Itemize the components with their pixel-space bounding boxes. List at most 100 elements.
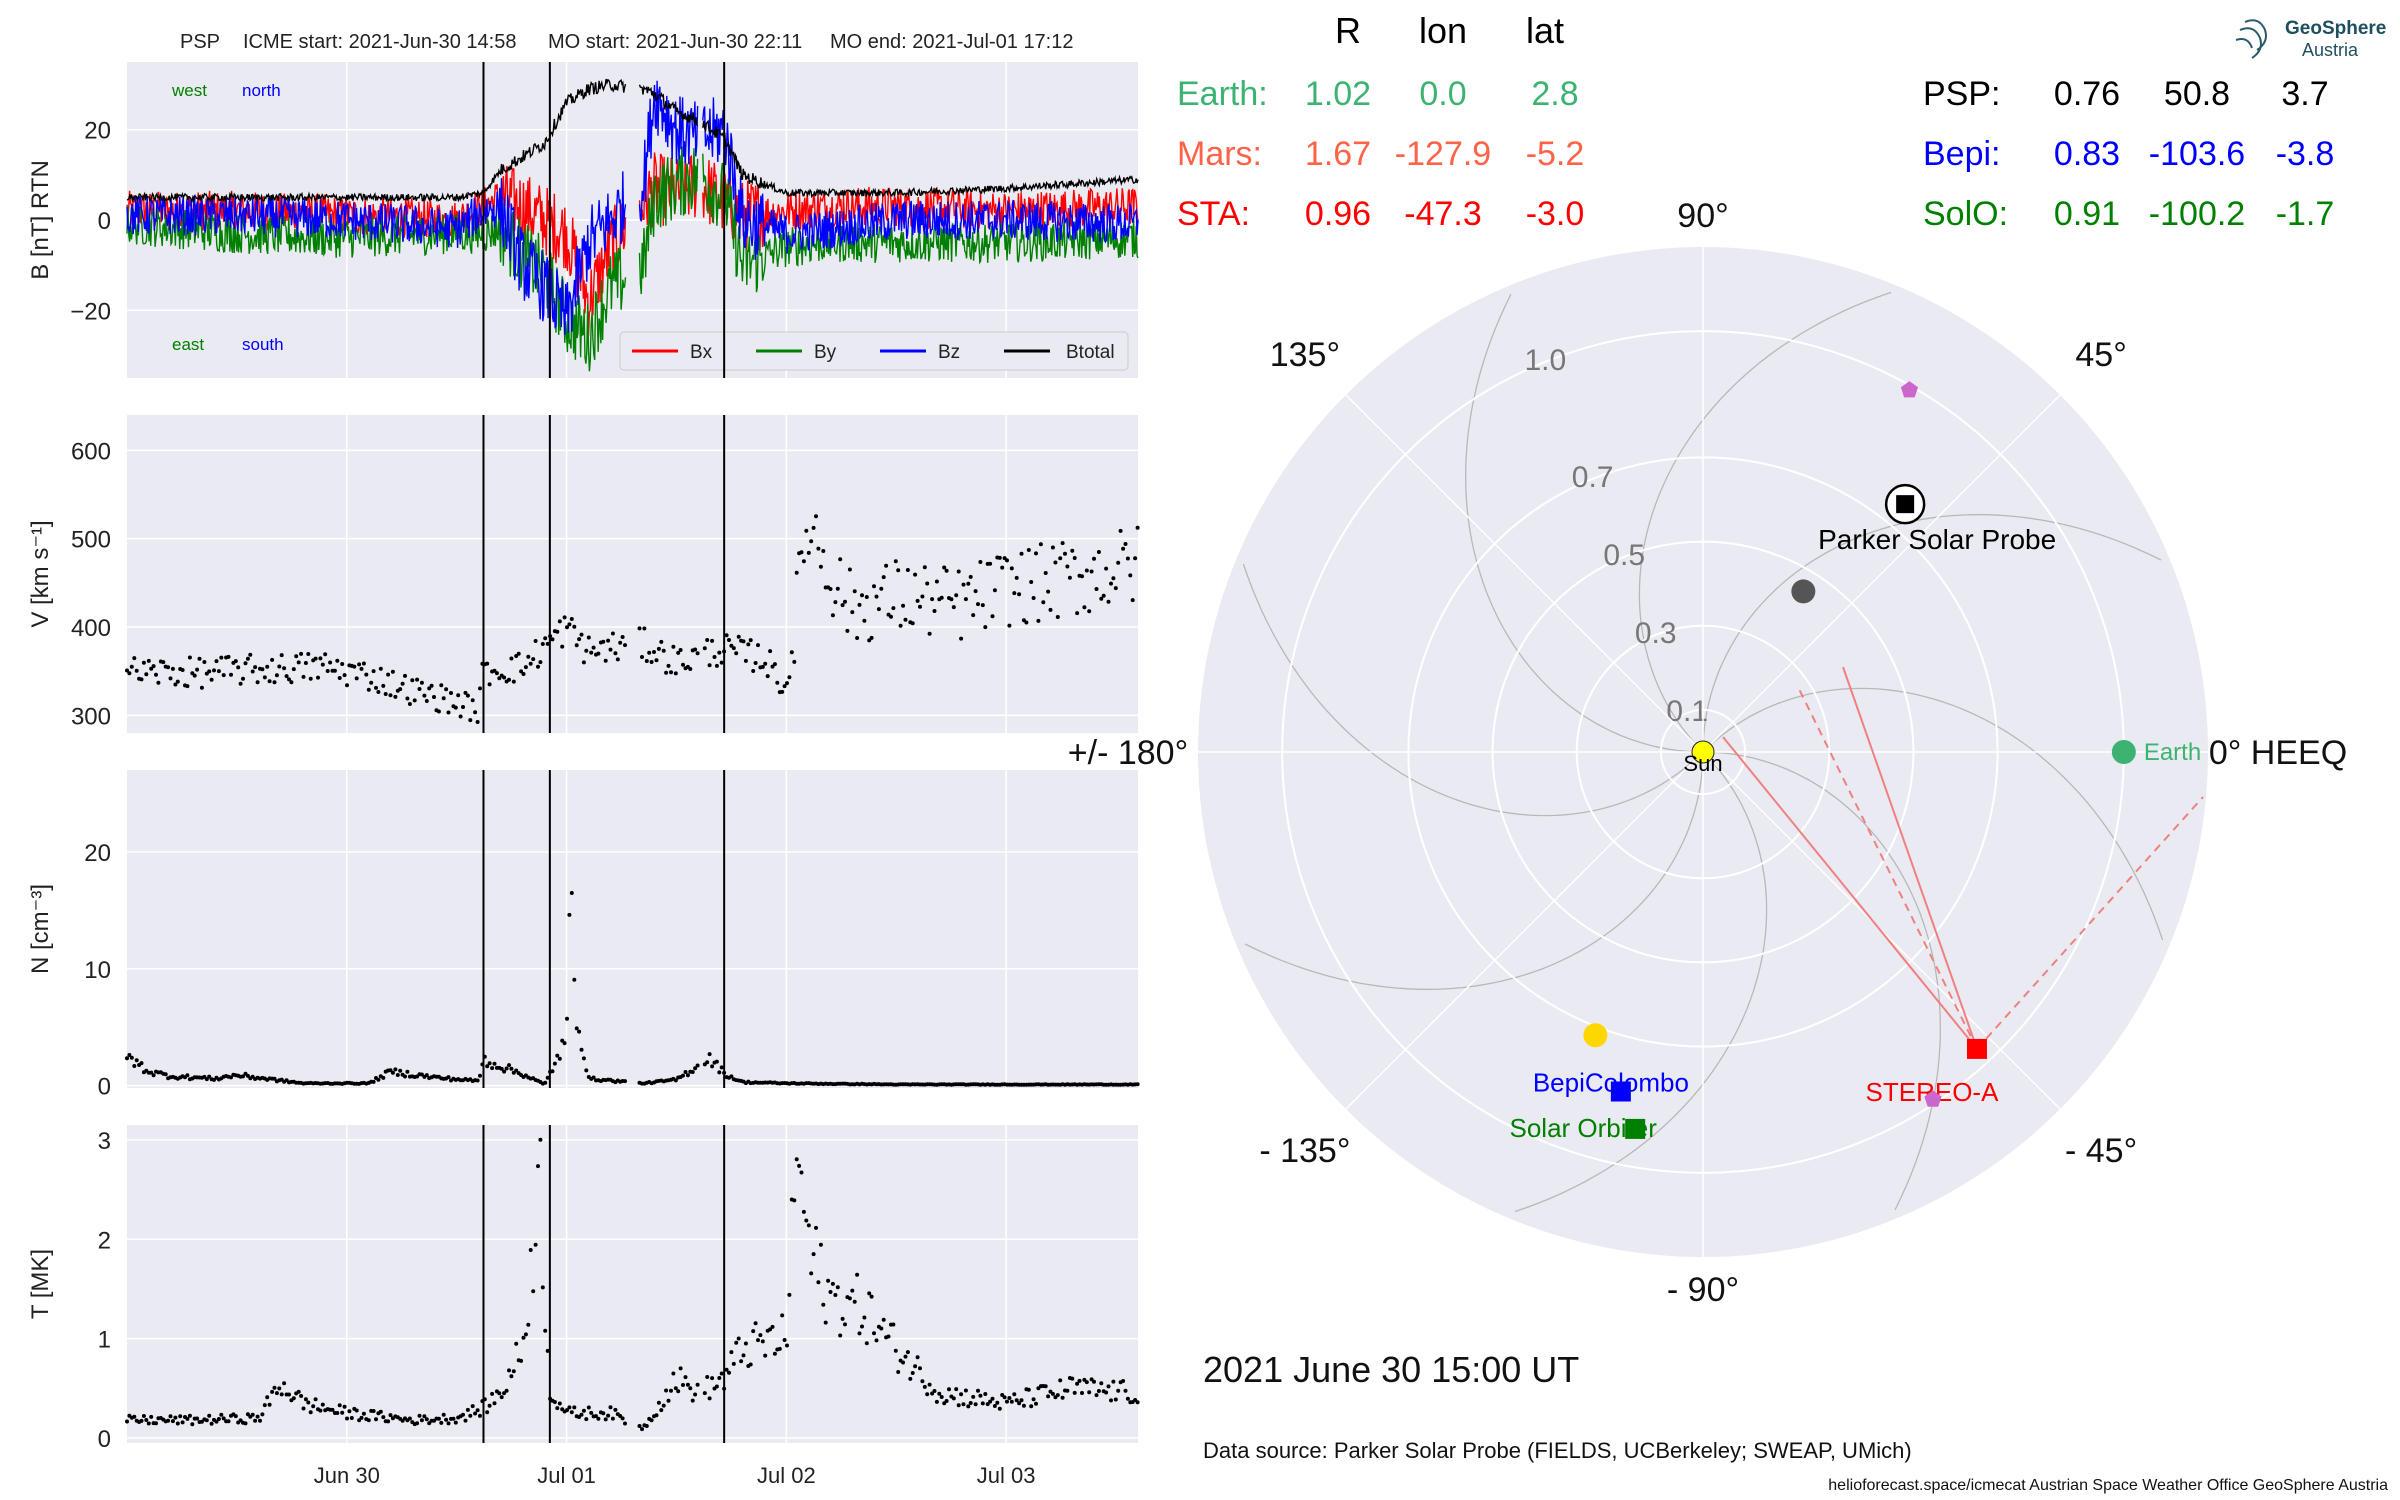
data-point bbox=[523, 1332, 528, 1337]
data-point bbox=[724, 633, 729, 638]
table-row-lon: -127.9 bbox=[1395, 135, 1491, 173]
data-point bbox=[149, 666, 154, 671]
data-point bbox=[843, 599, 847, 604]
data-point bbox=[1002, 1395, 1007, 1400]
pentagon-marker bbox=[1900, 381, 1918, 398]
x-tick-label: Jul 01 bbox=[537, 1463, 596, 1488]
data-point bbox=[673, 1386, 678, 1391]
angle-label: +/- 180° bbox=[1068, 734, 1188, 772]
data-point bbox=[770, 664, 775, 669]
data-point bbox=[151, 1073, 156, 1078]
data-point bbox=[939, 1395, 944, 1399]
data-point bbox=[405, 696, 410, 701]
logo-line1: GeoSphere bbox=[2285, 18, 2386, 39]
data-point bbox=[669, 1388, 673, 1393]
data-point bbox=[920, 1379, 925, 1384]
data-point bbox=[229, 1075, 233, 1080]
data-point bbox=[961, 582, 966, 587]
data-point bbox=[1034, 551, 1038, 556]
data-point bbox=[407, 1416, 412, 1421]
data-point bbox=[963, 1388, 968, 1393]
panel-background bbox=[127, 415, 1138, 733]
data-point bbox=[1113, 586, 1118, 591]
data-point bbox=[664, 1388, 669, 1393]
data-point bbox=[685, 1073, 690, 1078]
body-marker bbox=[1625, 1118, 1646, 1139]
data-point bbox=[141, 660, 146, 665]
data-point bbox=[287, 677, 291, 682]
data-point bbox=[1019, 551, 1024, 556]
data-point bbox=[860, 593, 864, 598]
data-point bbox=[898, 623, 903, 628]
data-point bbox=[272, 1385, 277, 1390]
data-point bbox=[949, 597, 954, 602]
data-point bbox=[1048, 607, 1053, 612]
y-tick-label: 0 bbox=[98, 1074, 111, 1101]
data-point bbox=[688, 667, 693, 671]
data-point bbox=[514, 1068, 519, 1073]
data-point bbox=[901, 1360, 906, 1365]
data-point bbox=[371, 1079, 376, 1084]
col-header-lon: lon bbox=[1419, 10, 1467, 51]
body-marker bbox=[1610, 1081, 1631, 1102]
data-point bbox=[499, 1395, 504, 1400]
data-point bbox=[291, 667, 296, 672]
data-point bbox=[156, 680, 161, 685]
data-point bbox=[927, 1382, 932, 1387]
data-point bbox=[623, 1079, 627, 1084]
data-point bbox=[424, 699, 429, 703]
y-tick-label: 600 bbox=[71, 438, 111, 465]
data-point bbox=[823, 1320, 828, 1325]
data-point bbox=[930, 1391, 935, 1396]
data-point bbox=[664, 670, 669, 675]
label-east: east bbox=[172, 335, 204, 354]
data-point bbox=[1067, 575, 1072, 580]
data-point bbox=[219, 655, 224, 660]
data-point bbox=[308, 1410, 313, 1415]
data-point bbox=[441, 1412, 446, 1417]
data-point bbox=[828, 587, 833, 591]
y-axis-label: N [cm⁻³] bbox=[27, 884, 54, 974]
data-point bbox=[826, 1278, 831, 1283]
body-label: Earth bbox=[2144, 739, 2201, 766]
data-point bbox=[1063, 551, 1067, 556]
data-point bbox=[342, 1404, 347, 1409]
data-point bbox=[785, 681, 789, 686]
data-point bbox=[596, 1416, 601, 1421]
data-point bbox=[154, 672, 158, 677]
data-point bbox=[586, 1405, 591, 1410]
data-point bbox=[337, 1403, 342, 1408]
data-point bbox=[864, 1341, 869, 1346]
data-point bbox=[207, 669, 212, 674]
data-point bbox=[533, 639, 538, 643]
data-point bbox=[1082, 605, 1087, 610]
data-point bbox=[569, 891, 574, 895]
data-point bbox=[374, 1417, 378, 1422]
data-point bbox=[857, 602, 862, 607]
data-point bbox=[606, 1413, 611, 1418]
data-point bbox=[523, 665, 528, 670]
data-point bbox=[465, 693, 470, 698]
data-point bbox=[922, 1384, 927, 1389]
data-point bbox=[473, 1411, 478, 1416]
data-point bbox=[207, 1413, 212, 1418]
body-marker-south bbox=[1924, 1090, 1942, 1107]
data-point bbox=[410, 678, 415, 683]
data-point bbox=[461, 1412, 465, 1417]
data-point bbox=[492, 1061, 497, 1066]
data-point bbox=[487, 1403, 492, 1408]
data-point bbox=[291, 1396, 296, 1401]
position-table-right: PSP: 0.76 50.8 3.7 Bepi: 0.83 -103.6 -3.8 SolO: 0… bbox=[1923, 75, 2334, 233]
data-point bbox=[797, 1163, 802, 1168]
data-point bbox=[792, 659, 797, 664]
data-point bbox=[195, 1416, 200, 1421]
data-point bbox=[514, 1341, 519, 1346]
data-point bbox=[274, 1391, 279, 1396]
data-point bbox=[1077, 1378, 1082, 1383]
data-point bbox=[219, 1412, 224, 1417]
data-point bbox=[608, 647, 613, 652]
data-point bbox=[560, 644, 565, 649]
spiral-line bbox=[1242, 563, 1698, 817]
data-point bbox=[328, 660, 333, 665]
data-point bbox=[821, 549, 826, 553]
